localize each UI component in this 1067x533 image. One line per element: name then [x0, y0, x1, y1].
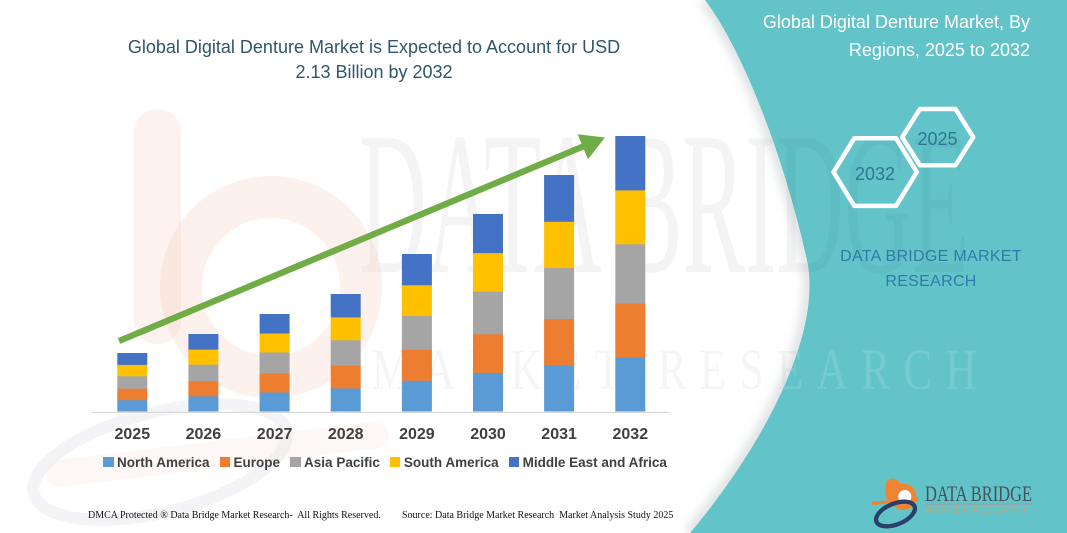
svg-text:MARKET RESEARCH: MARKET RESEARCH: [926, 505, 1031, 515]
svg-text:DATA BRIDGE: DATA BRIDGE: [925, 481, 1032, 506]
